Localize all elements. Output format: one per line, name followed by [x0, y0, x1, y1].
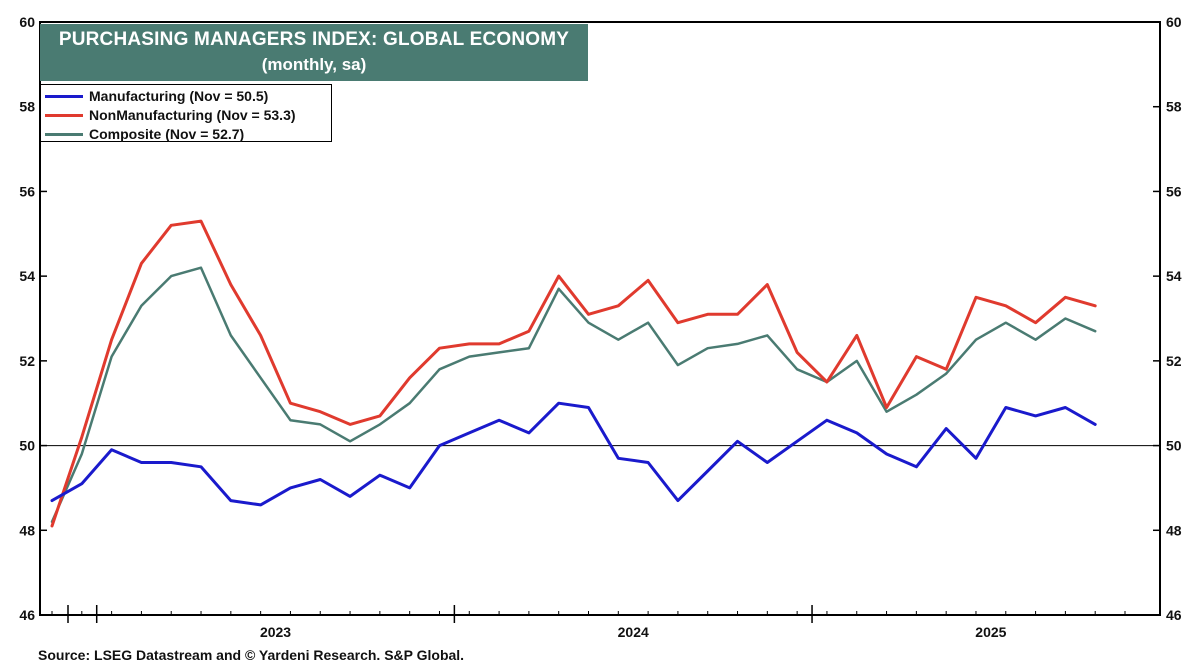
y-tick-label-left: 48 — [19, 522, 35, 538]
y-tick-label-right: 60 — [1166, 14, 1182, 30]
y-tick-label-left: 60 — [19, 14, 35, 30]
series-line-nonmanufacturing — [50, 219, 1097, 528]
y-tick-label-right: 56 — [1166, 183, 1182, 199]
y-tick-label-right: 58 — [1166, 99, 1182, 115]
y-tick-label-left: 50 — [19, 438, 35, 454]
legend-item-composite: Composite (Nov = 52.7) — [41, 125, 331, 143]
y-tick-label-left: 52 — [19, 353, 35, 369]
y-tick-label-left: 56 — [19, 183, 35, 199]
legend-label-composite: Composite (Nov = 52.7) — [89, 126, 245, 142]
chart-title-box: PURCHASING MANAGERS INDEX: GLOBAL ECONOM… — [40, 24, 588, 81]
legend-swatch-nonmanufacturing — [45, 114, 83, 117]
y-tick-label-right: 48 — [1166, 522, 1182, 538]
y-tick-label-left: 58 — [19, 99, 35, 115]
plot-frame — [39, 21, 1161, 616]
x-tick-label-2024: 2024 — [618, 624, 649, 640]
chart-title: PURCHASING MANAGERS INDEX: GLOBAL ECONOM… — [58, 29, 570, 50]
series-line-manufacturing — [50, 401, 1097, 507]
source-note: Source: LSEG Datastream and © Yardeni Re… — [38, 647, 465, 663]
y-tick-label-right: 46 — [1166, 607, 1182, 623]
chart-legend: Manufacturing (Nov = 50.5) NonManufactur… — [40, 84, 332, 142]
legend-item-nonmanufacturing: NonManufacturing (Nov = 53.3) — [41, 106, 331, 124]
y-tick-label-left: 54 — [19, 268, 35, 284]
legend-swatch-composite — [45, 133, 83, 136]
y-tick-label-left: 46 — [19, 607, 35, 623]
legend-item-manufacturing: Manufacturing (Nov = 50.5) — [41, 87, 331, 105]
y-tick-label-right: 54 — [1166, 268, 1182, 284]
legend-label-manufacturing: Manufacturing (Nov = 50.5) — [89, 88, 269, 104]
series-line-composite — [50, 266, 1097, 524]
y-tick-label-right: 50 — [1166, 438, 1182, 454]
legend-swatch-manufacturing — [45, 95, 83, 98]
legend-label-nonmanufacturing: NonManufacturing (Nov = 53.3) — [89, 107, 296, 123]
x-tick-label-2025: 2025 — [975, 624, 1006, 640]
x-tick-label-2023: 2023 — [260, 624, 291, 640]
chart-subtitle: (monthly, sa) — [261, 55, 367, 74]
y-tick-label-right: 52 — [1166, 353, 1182, 369]
